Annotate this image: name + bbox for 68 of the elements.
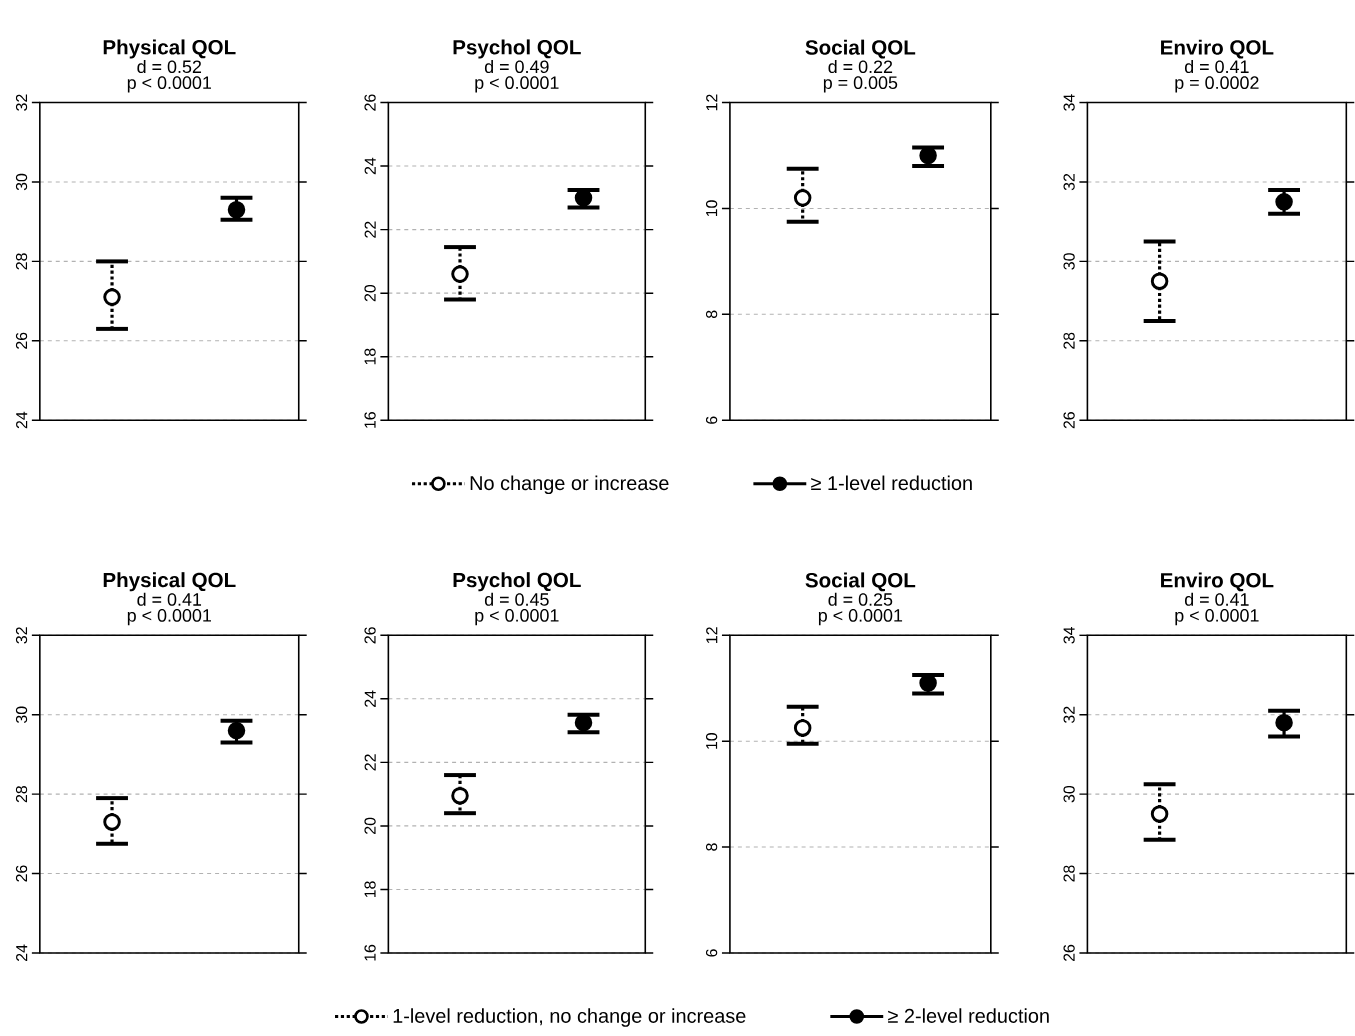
- chart-title: Social QOL: [805, 572, 916, 592]
- text: p < 0.0001: [818, 609, 903, 626]
- y-tick-label: 30: [1063, 786, 1075, 803]
- y-tick-label: 18: [364, 881, 376, 898]
- y-tick-label: 26: [1063, 412, 1075, 429]
- y-tick-label: 34: [1063, 94, 1075, 112]
- y-tick-label: 32: [15, 94, 28, 112]
- y-tick-label: 6: [705, 416, 718, 425]
- chart-subtitle: d = 0.45: [484, 592, 549, 606]
- text: p < 0.0001: [475, 609, 559, 626]
- chart-subtitle: d = 0.22: [828, 60, 893, 74]
- y-tick-label: 28: [15, 786, 28, 803]
- y-tick-label: 8: [705, 310, 718, 319]
- y-tick-label: 22: [364, 754, 376, 771]
- y-tick-label: 26: [15, 865, 28, 882]
- chart-title: Enviro QOL: [1161, 39, 1274, 59]
- y-tick-label: 32: [15, 627, 28, 644]
- y-tick-label: 24: [364, 157, 376, 175]
- text: p < 0.0001: [1175, 609, 1259, 626]
- chart-title: Psychol QOL: [453, 39, 581, 59]
- text: p < 0.0001: [475, 76, 559, 93]
- chart-title: Physical QOL: [103, 572, 236, 592]
- y-tick-label: 30: [15, 173, 28, 191]
- chart-subtitle: d = 0.52: [137, 60, 202, 74]
- y-tick-label: 10: [705, 733, 718, 750]
- y-tick-label: 24: [16, 944, 28, 962]
- y-tick-label: 8: [705, 843, 718, 852]
- text: p < 0.0001: [127, 76, 212, 93]
- y-tick-label: 6: [705, 949, 718, 957]
- y-tick-label: 30: [15, 706, 28, 724]
- y-tick-label: 34: [1063, 627, 1075, 644]
- y-tick-label: 22: [364, 221, 376, 238]
- y-tick-label: 30: [1063, 253, 1075, 270]
- chart-title: Psychol QOL: [453, 572, 581, 592]
- y-tick-label: 28: [15, 253, 28, 270]
- chart-title: Enviro QOL: [1161, 572, 1274, 592]
- legend-label: ≥ 2-level reduction: [888, 1008, 1049, 1024]
- chart-subtitle: d = 0.41: [1184, 592, 1249, 607]
- chart-subtitle: d = 0.49: [484, 60, 549, 74]
- y-tick-label: 32: [1063, 706, 1075, 724]
- y-tick-label: 26: [364, 94, 376, 111]
- y-tick-label: 26: [15, 332, 28, 350]
- legend-label: 1-level reduction, no change or increase: [393, 1008, 746, 1028]
- y-tick-label: 18: [364, 348, 376, 365]
- y-tick-label: 28: [1063, 332, 1075, 350]
- text: p < 0.0001: [127, 609, 212, 626]
- y-tick-label: 32: [1063, 174, 1075, 191]
- text: p = 0.0002: [1175, 76, 1259, 93]
- text: p = 0.005: [823, 76, 898, 93]
- chart-subtitle: d = 0.41: [137, 592, 202, 607]
- y-tick-label: 16: [364, 412, 376, 429]
- chart-title: Social QOL: [805, 39, 916, 59]
- y-tick-label: 26: [1063, 944, 1075, 962]
- y-tick-label: 20: [364, 817, 376, 835]
- y-tick-label: 24: [364, 690, 376, 708]
- chart-title: Physical QOL: [103, 39, 236, 59]
- y-tick-label: 16: [364, 944, 376, 961]
- legend-label: ≥ 1-level reduction: [811, 475, 972, 491]
- y-tick-label: 24: [16, 412, 28, 429]
- chart-subtitle: d = 0.25: [828, 592, 893, 607]
- chart-subtitle: d = 0.41: [1184, 60, 1249, 74]
- y-tick-label: 20: [364, 285, 376, 302]
- y-tick-label: 10: [705, 200, 718, 217]
- y-tick-label: 12: [706, 627, 718, 644]
- y-tick-label: 26: [364, 627, 376, 644]
- legend-label: No change or increase: [470, 475, 669, 495]
- y-tick-label: 12: [706, 94, 718, 111]
- y-tick-label: 28: [1063, 865, 1075, 882]
